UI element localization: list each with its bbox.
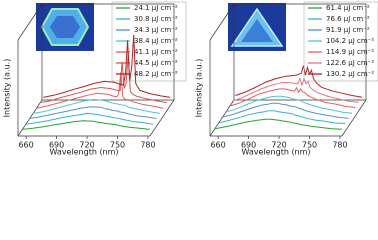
- legend-label: 34.3 μJ cm⁻²: [134, 26, 178, 34]
- legend-label: 114.9 μJ cm⁻²: [326, 48, 374, 56]
- x-tick-label: 720: [271, 141, 286, 150]
- legend-frame: [111, 1, 187, 82]
- legend-label: 122.6 μJ cm⁻²: [326, 59, 374, 67]
- legend-label: 24.1 μJ cm⁻²: [134, 4, 178, 12]
- spectrum-line: [224, 95, 353, 114]
- x-tick-label: 750: [110, 141, 125, 150]
- x-axis-label: Wavelength (nm): [241, 148, 310, 157]
- y-axis-label: Intensity (a.u.): [3, 59, 12, 118]
- y-axis-label: Intensity (a.u.): [195, 59, 204, 118]
- x-tick-label: 780: [332, 141, 347, 150]
- spectrum-line: [231, 77, 359, 103]
- legend-label: 91.9 μJ cm⁻²: [326, 26, 370, 34]
- spectrum-line: [32, 98, 161, 114]
- spectrum-line: [26, 112, 154, 125]
- x-tick-label: 750: [302, 141, 317, 150]
- axis-frame: [341, 99, 367, 137]
- spectrum-line: [29, 106, 157, 119]
- x-tick-label: 690: [49, 141, 64, 150]
- inset-hexagon: [36, 3, 94, 51]
- legend-label: 130.2 μJ cm⁻²: [326, 70, 374, 78]
- x-tick-label: 660: [210, 141, 225, 150]
- figure: 660 690 720 750 780 Wavelength (nm) Intensity …: [3, 1, 378, 157]
- inset-triangle: [228, 3, 286, 51]
- legend-label: 41.1 μJ cm⁻²: [134, 48, 178, 56]
- legend-label: 76.6 μJ cm⁻²: [326, 15, 370, 23]
- spectrum-line: [235, 65, 363, 98]
- legend-frame: [303, 1, 378, 82]
- spectrum-line: [221, 102, 349, 119]
- legend-label: 61.4 μJ cm⁻²: [326, 4, 370, 12]
- spectrum-line: [39, 53, 167, 104]
- axis-frame: [209, 3, 235, 41]
- axis-frame: [149, 99, 175, 137]
- spectrum-line: [228, 86, 356, 108]
- spectrum-line: [22, 120, 150, 130]
- axis-frame: [17, 3, 43, 41]
- legend-label: 30.8 μJ cm⁻²: [134, 15, 178, 23]
- legend-label: 44.5 μJ cm⁻²: [134, 59, 178, 67]
- spectrum-line: [36, 72, 164, 109]
- x-tick-label: 660: [18, 141, 33, 150]
- x-axis-label: Wavelength (nm): [49, 148, 118, 157]
- x-tick-label: 690: [241, 141, 256, 150]
- spectrum-line: [43, 34, 171, 98]
- legend-label: 48.2 μJ cm⁻²: [134, 70, 178, 78]
- spectrum-line: [218, 110, 346, 124]
- x-tick-label: 720: [79, 141, 94, 150]
- legend-label: 38.4 μJ cm⁻²: [134, 37, 178, 45]
- legend-label: 104.2 μJ cm⁻²: [326, 37, 374, 45]
- x-tick-label: 780: [140, 141, 155, 150]
- spectrum-line: [214, 118, 342, 130]
